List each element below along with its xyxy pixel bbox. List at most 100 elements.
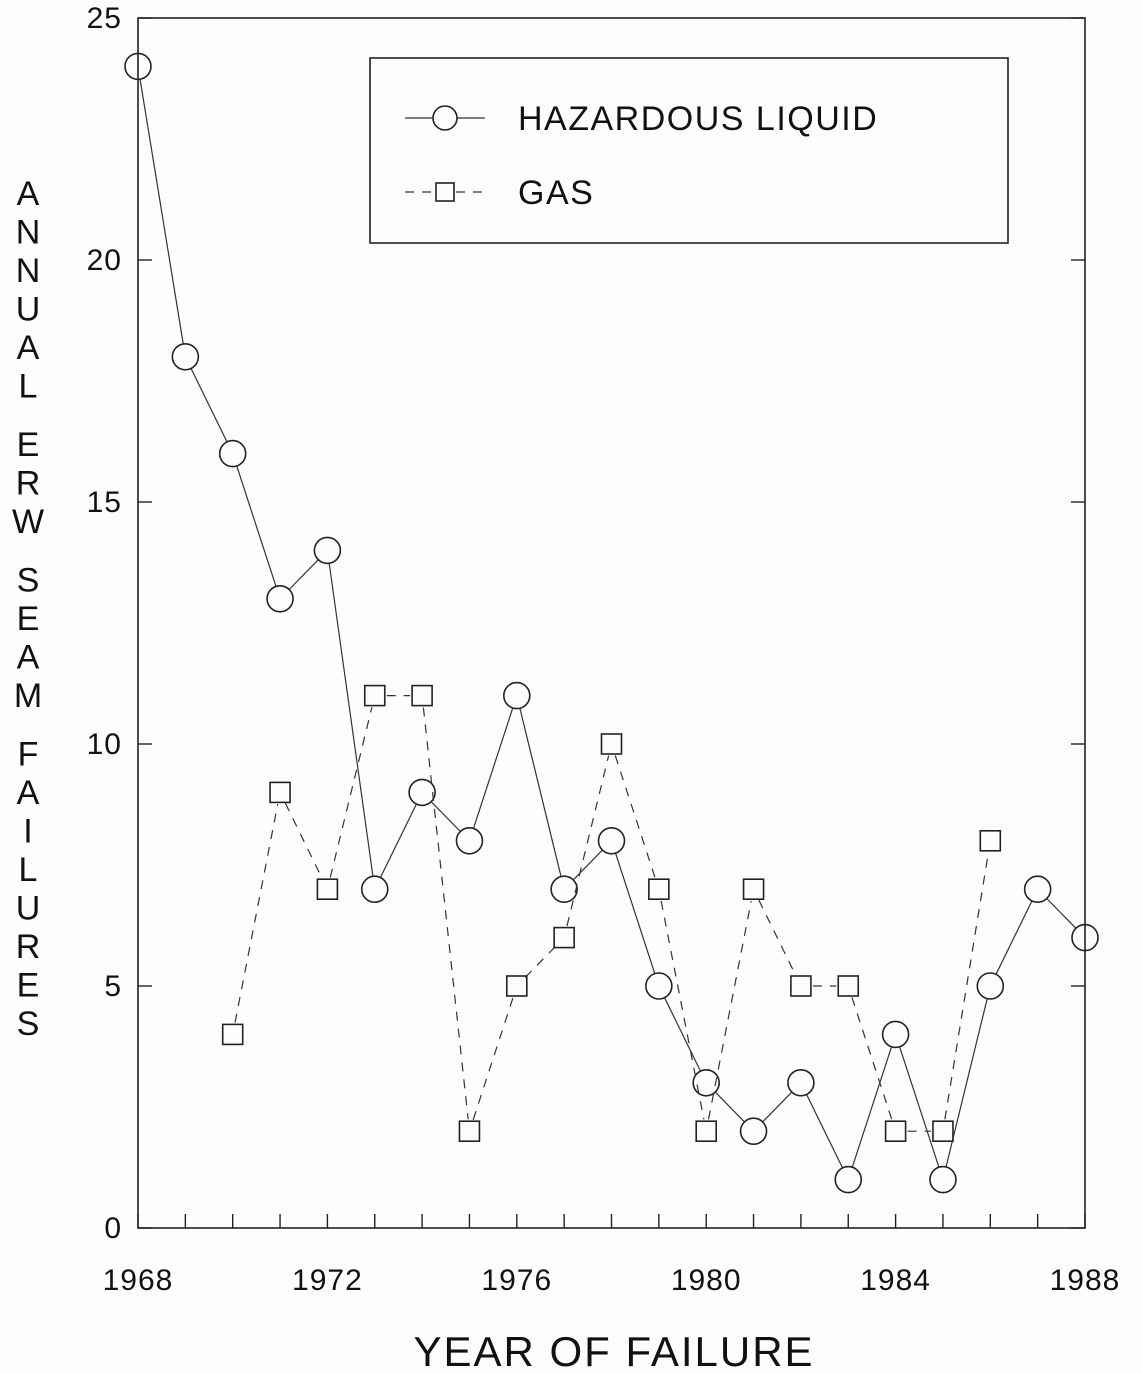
y-tick-label: 20 [87,244,122,277]
data-point-circle [787,1069,815,1097]
data-point-circle [1071,923,1099,952]
series-line-segment [614,755,656,878]
x-tick-label: 1980 [671,1264,742,1297]
legend-marker-circle [432,105,458,131]
data-point-square [553,926,575,949]
data-point-circle [218,439,247,468]
series-line-segment [288,559,319,590]
data-point-circle [739,1117,768,1145]
series-line-segment [995,900,1033,975]
data-point-circle [692,1069,721,1097]
y-axis-title-letter: A [17,774,40,812]
y-axis-title-letter: N [16,252,41,290]
data-point-square [790,975,812,997]
series-line-segment [1046,898,1077,929]
series-line-segment [944,852,989,1120]
data-point-circle [408,778,436,807]
y-axis-title-letter: S [17,562,40,600]
data-point-square [505,975,528,997]
data-point-square [742,878,765,901]
series-hazardous-liquid [124,52,1099,1194]
series-line-segment [430,801,461,832]
data-point-square [695,1120,718,1142]
y-axis-title-letter: U [16,890,41,928]
data-point-square [979,829,1002,852]
y-axis-title-letter: R [16,928,41,966]
series-line-segment [329,707,373,878]
data-point-circle [550,875,578,904]
legend-box [369,57,1009,244]
y-tick-label: 15 [87,486,122,519]
x-axis-title: YEAR OF FAILURE [413,1328,814,1373]
data-point-square [411,684,433,707]
y-axis-title-letter: U [16,291,41,329]
x-tick-label: 1972 [292,1264,363,1297]
data-point-circle [597,826,626,855]
series-layer [124,52,1099,1194]
series-line-segment [758,899,797,976]
series-line-segment [284,802,323,879]
data-point-square [316,878,339,901]
series-line-segment [190,368,228,443]
data-point-circle [171,342,200,371]
data-point-circle [1023,875,1052,904]
data-point-square [884,1120,907,1142]
y-axis-title-letter: S [17,1005,40,1043]
legend-label: HAZARDOUS LIQUID [518,100,878,138]
series-line-segment [234,804,279,1023]
legend-marker-square [435,182,455,202]
data-point-circle [360,875,389,904]
y-axis-title-letter: I [23,813,32,851]
data-point-square [269,781,291,804]
x-tick-label: 1988 [1050,1264,1121,1297]
series-line-segment [614,852,656,974]
y-axis-title-letter: M [14,677,42,715]
data-point-circle [266,584,294,613]
y-axis-title-letter: E [17,426,40,464]
y-axis-title-letter: R [16,465,41,503]
x-tick-label: 1984 [860,1264,931,1297]
series-line-segment [524,945,557,978]
data-point-square [458,1120,481,1142]
data-point-circle [976,972,1005,1000]
data-point-square [932,1120,954,1142]
y-axis-title-letter: N [16,214,41,252]
series-line-segment [660,900,705,1120]
y-axis-title-letter: W [12,503,44,541]
series-line-segment [519,708,562,877]
data-point-circle [124,52,152,81]
data-point-circle [313,536,342,565]
y-axis-title-letter: F [18,736,39,774]
series-line-segment [472,997,514,1120]
data-point-square [837,975,860,997]
series-gas [221,684,1002,1142]
data-point-circle [929,1165,957,1194]
series-line-segment [139,79,184,345]
y-axis-title-letter: A [17,639,40,677]
y-tick-label: 10 [87,728,122,761]
series-line-segment [572,849,603,881]
data-point-square [221,1023,244,1046]
series-line-segment [762,1091,793,1123]
plot-border [137,17,1086,1229]
series-line-segment [664,997,702,1072]
series-line-segment [851,1046,893,1168]
y-tick-label: 25 [87,2,122,35]
series-line-segment [899,1046,940,1168]
y-tick-label: 5 [104,970,122,1003]
plot-frame: 1968 1972 1976 1980 1984 1988 0 5 10 15 20 25 [87,2,1121,1297]
legend: HAZARDOUS LIQUID GAS [369,57,1009,244]
data-point-square [648,878,670,901]
data-point-circle [455,826,484,855]
series-line-segment [714,1091,745,1123]
data-point-circle [834,1165,863,1194]
data-point-circle [881,1020,910,1049]
x-tick-label: 1976 [481,1264,552,1297]
legend-label: GAS [518,174,594,212]
series-line-segment [422,707,469,1120]
series-line-segment [566,755,610,927]
y-axis-title-letter: A [17,329,40,367]
y-axis-title-letter: E [17,967,40,1005]
